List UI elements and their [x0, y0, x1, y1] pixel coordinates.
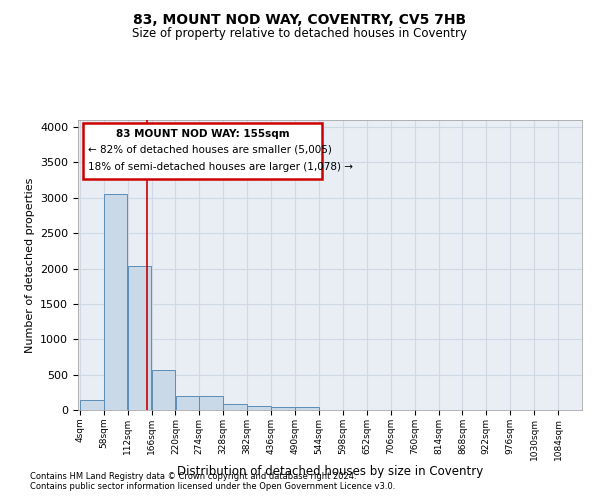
- Bar: [223, 404, 247, 410]
- Text: Size of property relative to detached houses in Coventry: Size of property relative to detached ho…: [133, 28, 467, 40]
- Text: Contains HM Land Registry data © Crown copyright and database right 2024.: Contains HM Land Registry data © Crown c…: [30, 472, 356, 481]
- Text: Contains public sector information licensed under the Open Government Licence v3: Contains public sector information licen…: [30, 482, 395, 491]
- Y-axis label: Number of detached properties: Number of detached properties: [25, 178, 35, 352]
- Bar: [295, 407, 319, 410]
- Bar: [247, 406, 271, 410]
- Bar: [199, 396, 223, 410]
- Bar: [176, 396, 199, 410]
- Bar: [104, 194, 127, 410]
- FancyBboxPatch shape: [83, 123, 322, 180]
- Text: 83 MOUNT NOD WAY: 155sqm: 83 MOUNT NOD WAY: 155sqm: [116, 130, 290, 140]
- Bar: [128, 266, 151, 410]
- Text: 83, MOUNT NOD WAY, COVENTRY, CV5 7HB: 83, MOUNT NOD WAY, COVENTRY, CV5 7HB: [133, 12, 467, 26]
- Bar: [80, 400, 104, 410]
- Bar: [152, 370, 175, 410]
- X-axis label: Distribution of detached houses by size in Coventry: Distribution of detached houses by size …: [177, 466, 483, 478]
- Text: 18% of semi-detached houses are larger (1,078) →: 18% of semi-detached houses are larger (…: [88, 162, 353, 172]
- Text: ← 82% of detached houses are smaller (5,005): ← 82% of detached houses are smaller (5,…: [88, 144, 332, 154]
- Bar: [271, 407, 295, 410]
